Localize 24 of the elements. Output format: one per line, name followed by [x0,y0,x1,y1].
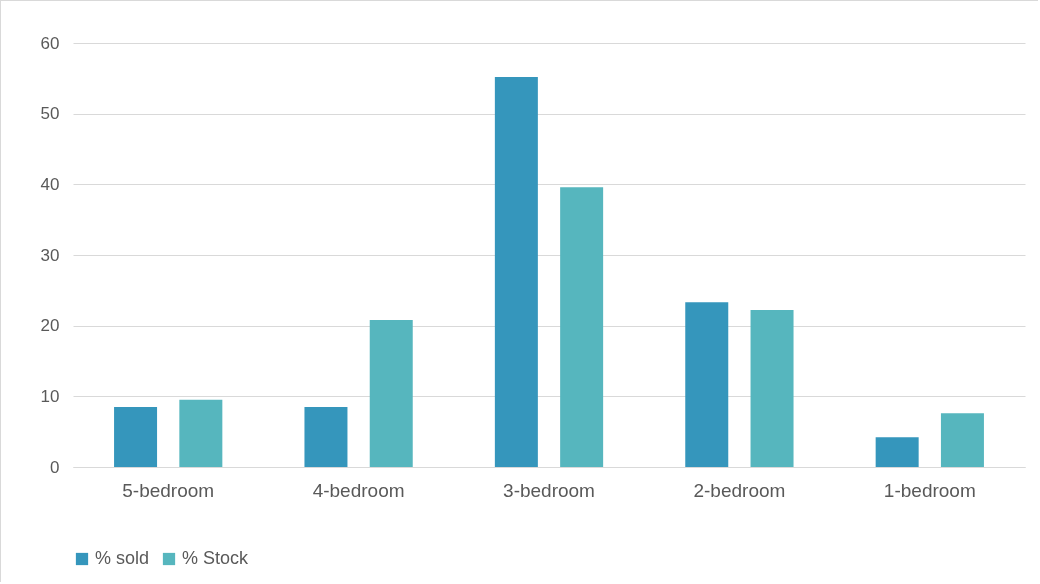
x-tick-label: 3-bedroom [503,479,595,501]
bar [494,76,538,467]
y-tick-label: 10 [40,386,60,406]
x-tick-label: 2-bedroom [693,479,786,501]
legend-label: % sold [95,548,150,568]
bar [369,320,413,467]
bar [114,406,158,467]
bar [875,437,919,467]
bar [685,302,729,467]
legend-label: % Stock [182,548,250,568]
bar [940,413,984,467]
bar [560,187,604,467]
bar [304,406,348,467]
y-tick-label: 20 [40,316,60,336]
y-tick-label: 60 [40,33,60,53]
y-tick-label: 30 [40,245,60,265]
y-tick-label: 50 [40,104,60,124]
y-tick-label: 40 [40,174,60,194]
x-tick-label: 4-bedroom [312,479,405,501]
y-tick-label: 0 [50,457,60,477]
bar [179,399,223,467]
x-tick-label: 1-bedroom [883,479,976,501]
bar [750,310,794,467]
x-tick-label: 5-bedroom [122,479,215,501]
